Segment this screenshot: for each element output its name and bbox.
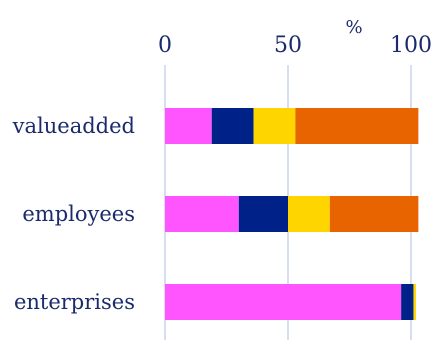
bar-valueadded-segment-4 [295, 108, 419, 144]
bar-valueadded-segment-2 [211, 108, 254, 144]
category-label-employees: employees [22, 202, 135, 226]
bar-enterprises-segment-1 [165, 284, 402, 320]
bar-valueadded-segment-1 [165, 108, 212, 144]
bar-employees-segment-2 [238, 196, 288, 232]
category-label-enterprises: enterprises [14, 290, 135, 314]
category-labels: valueadded employees enterprises [12, 114, 135, 314]
category-label-valueadded: valueadded [12, 114, 135, 138]
bar-employees-segment-3 [288, 196, 330, 232]
bar-enterprises-segment-3 [413, 284, 416, 320]
bar-employees-segment-1 [165, 196, 239, 232]
bar-employees-segment-4 [329, 196, 419, 232]
x-tick-labels: 0 50 100 [158, 33, 432, 58]
x-tick-label-50: 50 [274, 33, 302, 58]
bars [165, 108, 419, 320]
unit-label: % [345, 17, 362, 38]
bar-valueadded-segment-3 [253, 108, 296, 144]
bar-enterprises-segment-2 [401, 284, 414, 320]
x-tick-label-0: 0 [158, 33, 172, 58]
x-tick-label-100: 100 [390, 33, 432, 58]
